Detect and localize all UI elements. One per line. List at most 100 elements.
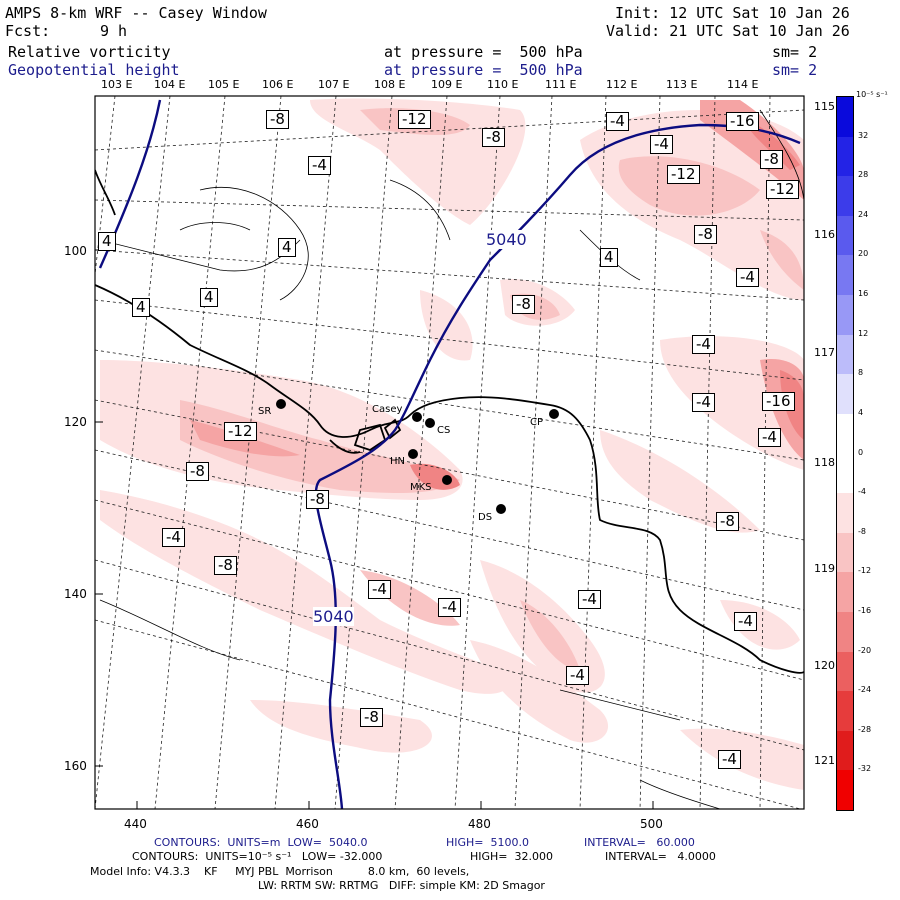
station-label: Casey [372, 404, 403, 415]
init-time: Init: 12 UTC Sat 10 Jan 26 [615, 4, 850, 22]
plot-border [94, 95, 805, 810]
footer-physics-info: LW: RRTM SW: RRTMG DIFF: simple KM: 2D S… [258, 879, 545, 892]
lon-label: 106 E [262, 78, 294, 91]
contour-label: -4 [758, 428, 781, 447]
colorbar-segment [837, 453, 853, 494]
contour-label: 4 [200, 288, 218, 307]
contour-label: -4 [578, 590, 601, 609]
height-contour-label: 5040 [313, 607, 354, 626]
footer-height-contours: CONTOURS: UNITS=m LOW= 5040.0 [154, 836, 368, 849]
colorbar-level-label: -28 [858, 724, 872, 734]
station-marker [425, 418, 435, 428]
colorbar-level-label: 8 [858, 368, 864, 378]
colorbar-level-label: -20 [858, 645, 872, 655]
colorbar-level-label: 16 [858, 289, 869, 299]
station-label: CS [437, 425, 451, 436]
contour-label: -12 [398, 110, 431, 129]
forecast-hour: 9 h [100, 22, 128, 40]
colorbar-level-label: 32 [858, 130, 869, 140]
contour-label: -4 [566, 666, 589, 685]
contour-label: 4 [132, 298, 150, 317]
colorbar [836, 96, 854, 811]
contour-label: -4 [308, 156, 331, 175]
colorbar-segment [837, 493, 853, 533]
x-tick-label: 480 [468, 817, 491, 831]
station-marker [412, 412, 422, 422]
contour-label: -12 [667, 165, 700, 184]
colorbar-level-label: 24 [858, 209, 869, 219]
lon-label: 110 E [487, 78, 519, 91]
lon-label: 103 E [101, 78, 133, 91]
field1-smoothing: sm= 2 [772, 43, 818, 61]
lon-label: 109 E [431, 78, 463, 91]
contour-label: 4 [98, 232, 116, 251]
colorbar-segment [837, 136, 853, 177]
colorbar-segment [837, 651, 853, 692]
lon-label: 112 E [606, 78, 638, 91]
colorbar-segment [837, 215, 853, 256]
footer-vorticity-interval: INTERVAL= 4.0000 [605, 850, 716, 863]
y-tick-label: 160 [64, 759, 87, 773]
contour-label: -4 [162, 528, 185, 547]
lon-label: 104 E [154, 78, 186, 91]
contour-label: -4 [650, 135, 673, 154]
contour-label: -4 [734, 612, 757, 631]
colorbar-segment [837, 97, 853, 137]
contour-label: -16 [762, 392, 795, 411]
contour-label: -4 [736, 268, 759, 287]
contour-label: -8 [694, 225, 717, 244]
footer-vorticity-high: HIGH= 32.000 [470, 850, 554, 863]
contour-label: 4 [278, 238, 296, 257]
station-label: SR [258, 406, 272, 417]
contour-label: -4 [438, 598, 461, 617]
contour-label: -4 [606, 112, 629, 131]
field1-name: Relative vorticity [8, 43, 171, 61]
contour-label: -8 [266, 110, 289, 129]
valid-time: Valid: 21 UTC Sat 10 Jan 26 [606, 22, 850, 40]
colorbar-level-label: 0 [858, 447, 864, 457]
colorbar-level-label: -12 [858, 566, 872, 576]
station-label: HN [390, 456, 405, 467]
contour-label: -8 [360, 708, 383, 727]
footer-vorticity-contours: CONTOURS: UNITS=10⁻⁵ s⁻¹ LOW= -32.000 [132, 850, 383, 863]
station-label: CP [530, 417, 544, 428]
height-contour-label: 5040 [486, 230, 527, 249]
contour-label: -8 [214, 556, 237, 575]
contour-label: -8 [186, 462, 209, 481]
colorbar-level-label: 12 [858, 328, 869, 338]
contour-label: -8 [760, 150, 783, 169]
footer-model-info: Model Info: V4.3.3 KF MYJ PBL Morrison 8… [90, 865, 470, 878]
lon-label: 113 E [666, 78, 698, 91]
map-title: AMPS 8-km WRF -- Casey Window [5, 4, 267, 22]
y-tick-label: 140 [64, 587, 87, 601]
contour-label: -8 [306, 490, 329, 509]
contour-label: 4 [600, 248, 618, 267]
colorbar-segment [837, 255, 853, 296]
contour-label: -4 [718, 750, 741, 769]
colorbar-segment [837, 572, 853, 612]
lon-label: 114 E [727, 78, 759, 91]
field2-name: Geopotential height [8, 61, 180, 79]
footer-height-interval: INTERVAL= 60.000 [584, 836, 695, 849]
colorbar-level-label: -24 [858, 685, 872, 695]
footer-height-high: HIGH= 5100.0 [446, 836, 530, 849]
x-tick-label: 460 [296, 817, 319, 831]
forecast-label: Fcst: [5, 22, 51, 40]
colorbar-segment [837, 691, 853, 731]
colorbar-segment [837, 611, 853, 652]
colorbar-segment [837, 374, 853, 414]
colorbar-segment [837, 413, 853, 454]
contour-label: -12 [766, 180, 799, 199]
y-tick-label: 120 [64, 415, 87, 429]
lon-label: 107 E [318, 78, 350, 91]
colorbar-segment [837, 730, 853, 771]
lon-label: 111 E [545, 78, 577, 91]
station-label: MKS [410, 482, 432, 493]
colorbar-level-label: -16 [858, 605, 872, 615]
contour-label: -4 [368, 580, 391, 599]
colorbar-level-label: 20 [858, 249, 869, 259]
vorticity-contours [99, 109, 804, 809]
station-marker [549, 409, 559, 419]
contour-label: -4 [692, 335, 715, 354]
